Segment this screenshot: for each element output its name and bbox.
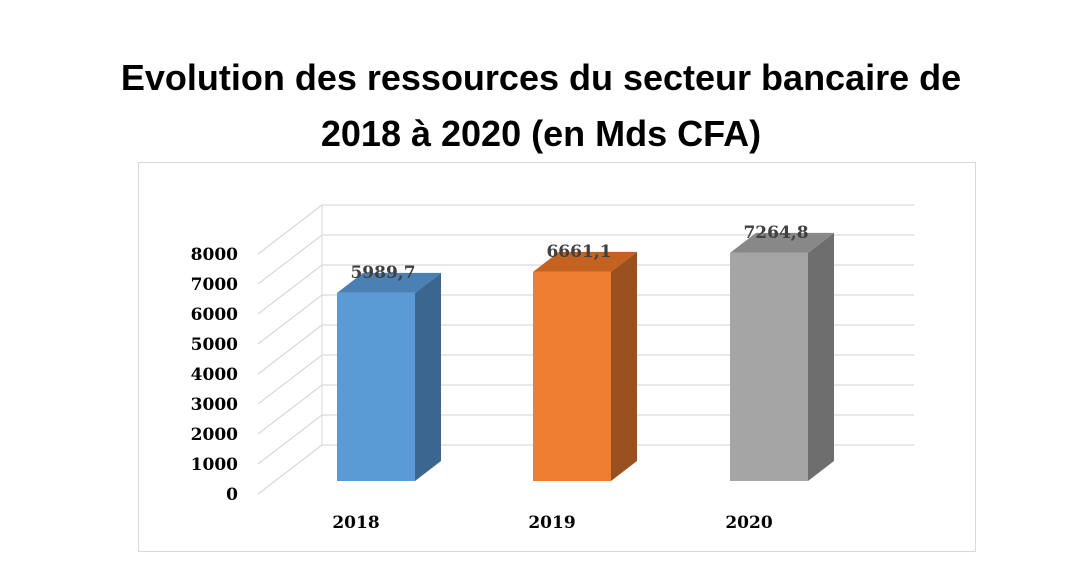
gridline-side <box>257 444 323 495</box>
y-tick-label: 3000 <box>191 395 238 415</box>
gridline-side <box>257 354 323 405</box>
x-tick-label: 2019 <box>528 513 575 533</box>
bar-top <box>533 251 637 272</box>
y-tick-label: 1000 <box>191 455 238 475</box>
chart-title-line1: Evolution des ressources du secteur banc… <box>120 57 962 98</box>
bar <box>337 292 415 481</box>
y-tick-label: 2000 <box>191 425 238 445</box>
bar-side <box>415 272 441 481</box>
gridline-side <box>257 234 323 285</box>
y-tick-label: 7000 <box>191 275 238 295</box>
chart-title: Evolution des ressources du secteur banc… <box>0 50 1080 162</box>
data-label: 6661,1 <box>546 242 611 262</box>
x-tick-label: 2018 <box>332 513 379 533</box>
y-tick-label: 4000 <box>191 365 238 385</box>
y-tick-label: 6000 <box>191 305 238 325</box>
bar-side <box>808 232 834 481</box>
gridline-side <box>257 264 323 315</box>
y-tick-label: 0 <box>226 485 238 505</box>
bar-side <box>611 251 637 481</box>
y-tick-label: 5000 <box>191 335 238 355</box>
plot-area-frame <box>138 162 976 552</box>
gridline-side <box>257 294 323 345</box>
gridline-side <box>257 414 323 465</box>
bar <box>730 252 808 481</box>
bar-top <box>337 272 441 293</box>
gridline-side <box>257 384 323 435</box>
bar <box>533 271 611 481</box>
gridline-side <box>257 204 323 255</box>
bar-top <box>730 232 834 253</box>
gridline-side <box>257 324 323 375</box>
chart-title-line2: 2018 à 2020 (en Mds CFA) <box>320 113 762 154</box>
data-label: 7264,8 <box>743 223 808 243</box>
x-tick-label: 2020 <box>725 513 772 533</box>
y-tick-label: 8000 <box>191 245 238 265</box>
data-label: 5989,7 <box>350 263 415 283</box>
